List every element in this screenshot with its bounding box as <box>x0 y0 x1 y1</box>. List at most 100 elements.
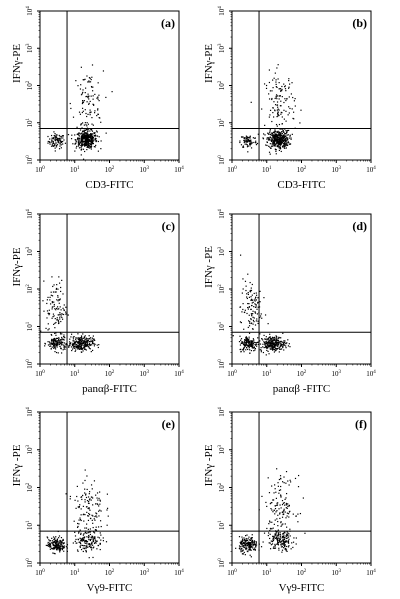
scatter-point <box>271 120 273 123</box>
scatter-point <box>248 332 251 334</box>
scatter-point <box>250 296 252 298</box>
scatter-point <box>289 134 291 136</box>
scatter-point <box>267 477 269 479</box>
scatter-point <box>279 131 281 134</box>
scatter-point <box>47 543 49 545</box>
x-axis-label: panαβ -FITC <box>273 383 331 395</box>
scatter-point <box>92 497 94 499</box>
scatter-point <box>78 505 80 508</box>
scatter-point <box>259 349 261 351</box>
scatter-point <box>267 137 270 139</box>
scatter-point <box>73 344 75 346</box>
scatter-point <box>259 340 261 342</box>
scatter-point <box>291 82 293 84</box>
scatter-point <box>75 338 77 340</box>
scatter-point <box>51 342 53 344</box>
scatter-point <box>75 337 77 339</box>
scatter-point <box>75 344 77 346</box>
scatter-point <box>73 520 75 522</box>
scatter-point <box>245 139 248 141</box>
scatter-point <box>268 542 270 544</box>
scatter-point <box>284 145 287 147</box>
scatter-point <box>85 549 87 552</box>
scatter-point <box>79 347 81 349</box>
scatter-point <box>64 345 66 347</box>
scatter-point <box>249 549 252 551</box>
scatter-point <box>242 349 245 351</box>
scatter-point <box>266 138 268 140</box>
scatter-point <box>91 138 93 140</box>
scatter-point <box>85 547 87 549</box>
scatter-point <box>272 511 274 513</box>
scatter-point <box>267 344 269 346</box>
scatter-point <box>266 505 268 508</box>
scatter-point <box>274 137 276 140</box>
scatter-point <box>245 342 247 344</box>
scatter-point <box>60 138 62 140</box>
scatter-point <box>84 132 86 134</box>
scatter-point <box>240 549 242 551</box>
scatter-point <box>285 347 287 349</box>
scatter-point <box>62 539 64 541</box>
scatter-point <box>255 296 257 298</box>
scatter-point <box>268 116 270 118</box>
scatter-point <box>276 142 278 144</box>
scatter-point <box>294 98 296 100</box>
scatter-point <box>81 101 84 103</box>
scatter-point <box>246 337 248 340</box>
scatter-point <box>277 514 279 516</box>
scatter-point <box>282 541 285 543</box>
x-tick-label: 103 <box>332 370 342 378</box>
scatter-point <box>92 338 94 340</box>
scatter-point <box>85 496 88 499</box>
scatter-point <box>279 95 281 97</box>
scatter-point <box>60 290 62 293</box>
x-tick-label: 100 <box>35 166 45 174</box>
scatter-point <box>264 346 267 348</box>
scatter-point <box>279 139 281 141</box>
scatter-point <box>52 552 54 554</box>
scatter-point <box>252 545 254 547</box>
scatter-point <box>59 345 61 347</box>
scatter-point <box>61 540 63 542</box>
scatter-point <box>82 538 84 540</box>
scatter-point <box>49 143 51 145</box>
x-axis-label: Vγ9-FITC <box>87 582 133 594</box>
scatter-point <box>92 141 94 144</box>
scatter-point <box>52 145 54 147</box>
scatter-point <box>269 139 271 141</box>
scatter-point <box>247 293 249 296</box>
scatter-point <box>249 542 252 544</box>
scatter-point <box>255 299 258 301</box>
scatter-point <box>93 343 95 345</box>
scatter-point <box>79 337 81 339</box>
scatter-point <box>285 540 287 542</box>
scatter-point <box>90 139 92 141</box>
scatter-point <box>68 346 70 348</box>
scatter-point <box>273 135 275 138</box>
scatter-point <box>54 544 56 546</box>
scatter-point <box>57 140 59 143</box>
scatter-point <box>275 153 277 155</box>
scatter-point <box>99 491 101 493</box>
scatter-point <box>288 106 290 108</box>
scatter-point <box>232 335 234 337</box>
scatter-point <box>94 110 96 112</box>
scatter-point <box>293 111 295 113</box>
scatter-point <box>252 338 254 340</box>
scatter-point <box>277 482 279 484</box>
scatter-point <box>288 505 290 507</box>
scatter-point <box>266 527 268 530</box>
scatter-point <box>91 123 93 125</box>
scatter-point <box>55 545 57 547</box>
y-tick-label: 103 <box>26 246 34 256</box>
scatter-point <box>266 341 268 343</box>
scatter-point <box>283 538 286 541</box>
scatter-point <box>278 147 280 149</box>
scatter-point <box>285 345 287 347</box>
scatter-point <box>267 345 269 347</box>
scatter-point <box>268 151 271 153</box>
scatter-point <box>287 144 289 146</box>
scatter-point <box>60 352 63 354</box>
scatter-point <box>60 286 62 289</box>
